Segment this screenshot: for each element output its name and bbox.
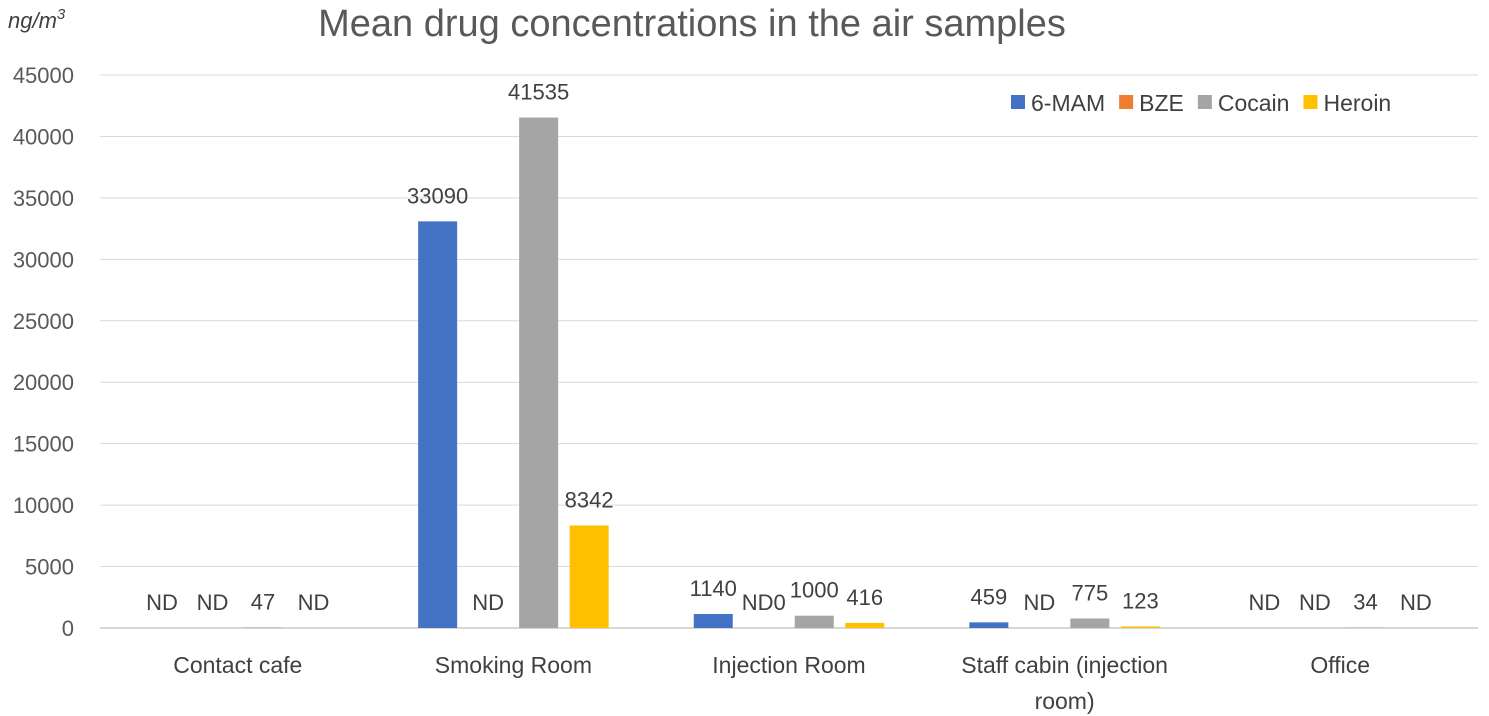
data-label: 459: [970, 584, 1007, 609]
legend-swatch-heroin: [1303, 95, 1318, 109]
y-tick-label: 45000: [13, 63, 74, 88]
legend-label-heroin: Heroin: [1323, 90, 1391, 116]
data-label: ND: [1400, 590, 1432, 615]
y-unit-text: ng/m: [8, 8, 57, 33]
legend-swatch-cocain: [1197, 95, 1212, 109]
x-tick-label: Smoking Room: [435, 652, 592, 678]
bars: [243, 117, 1385, 629]
x-tick-label: Contact cafe: [173, 652, 302, 678]
data-label: ND: [1249, 590, 1281, 615]
y-tick-label: 10000: [13, 493, 74, 518]
bar-6-mam: [418, 221, 458, 629]
data-label: 34: [1353, 590, 1377, 615]
y-unit-superscript: 3: [57, 6, 66, 23]
data-label: ND: [197, 590, 229, 615]
x-axis-ticks: Contact cafe Smoking Room Injection Room St…: [173, 652, 1370, 714]
data-label: ND: [472, 590, 504, 615]
bar-cocain: [519, 117, 559, 629]
bar-heroin: [1120, 626, 1160, 628]
data-label: ND: [1023, 590, 1055, 615]
x-tick-label: Injection Room: [712, 652, 865, 678]
data-label: 1140: [690, 576, 737, 601]
x-tick-label: room): [1035, 688, 1095, 714]
data-label: 123: [1122, 588, 1159, 613]
data-label: 47: [251, 589, 275, 614]
gridlines: [100, 74, 1478, 629]
data-label: 8342: [565, 487, 614, 512]
bar-cocain: [243, 627, 283, 628]
data-label: 41535: [508, 80, 569, 105]
data-label: 1000: [790, 578, 839, 603]
bar-cocain: [794, 615, 834, 628]
bar-6-mam: [969, 622, 1009, 628]
data-label: ND: [298, 590, 330, 615]
y-tick-label: 0: [62, 616, 74, 641]
y-tick-label: 40000: [13, 124, 74, 149]
data-label: ND0: [742, 590, 786, 615]
y-axis-ticks: 0 5000 10000 15000 20000 25000 30000 35000 40000…: [13, 63, 74, 641]
legend-swatch-bze: [1119, 95, 1134, 109]
x-tick-label: Office: [1310, 652, 1370, 678]
legend-swatch-6-mam: [1011, 95, 1025, 109]
bar-cocain: [1070, 618, 1110, 628]
bar-6-mam: [693, 613, 733, 628]
y-unit-label: ng/m3: [8, 6, 66, 33]
bar-heroin: [845, 622, 885, 628]
data-label: 775: [1071, 580, 1108, 605]
legend-label-cocain: Cocain: [1218, 90, 1290, 116]
data-label: ND: [146, 590, 178, 615]
data-label: 416: [846, 585, 883, 610]
data-label: ND: [1299, 590, 1331, 615]
y-tick-label: 25000: [13, 309, 74, 334]
y-tick-label: 20000: [13, 370, 74, 395]
chart-title: Mean drug concentrations in the air samp…: [318, 3, 1066, 45]
bar-heroin: [569, 525, 609, 628]
y-tick-label: 5000: [25, 555, 74, 580]
legend: 6-MAM BZE Cocain Heroin: [1011, 90, 1391, 116]
y-tick-label: 30000: [13, 247, 74, 272]
legend-label-bze: BZE: [1139, 90, 1184, 116]
legend-label-6-mam: 6-MAM: [1031, 90, 1105, 116]
x-tick-label: Staff cabin (injection: [961, 652, 1168, 678]
y-tick-label: 35000: [13, 186, 74, 211]
y-tick-label: 15000: [13, 432, 74, 457]
data-label: 33090: [407, 183, 468, 208]
